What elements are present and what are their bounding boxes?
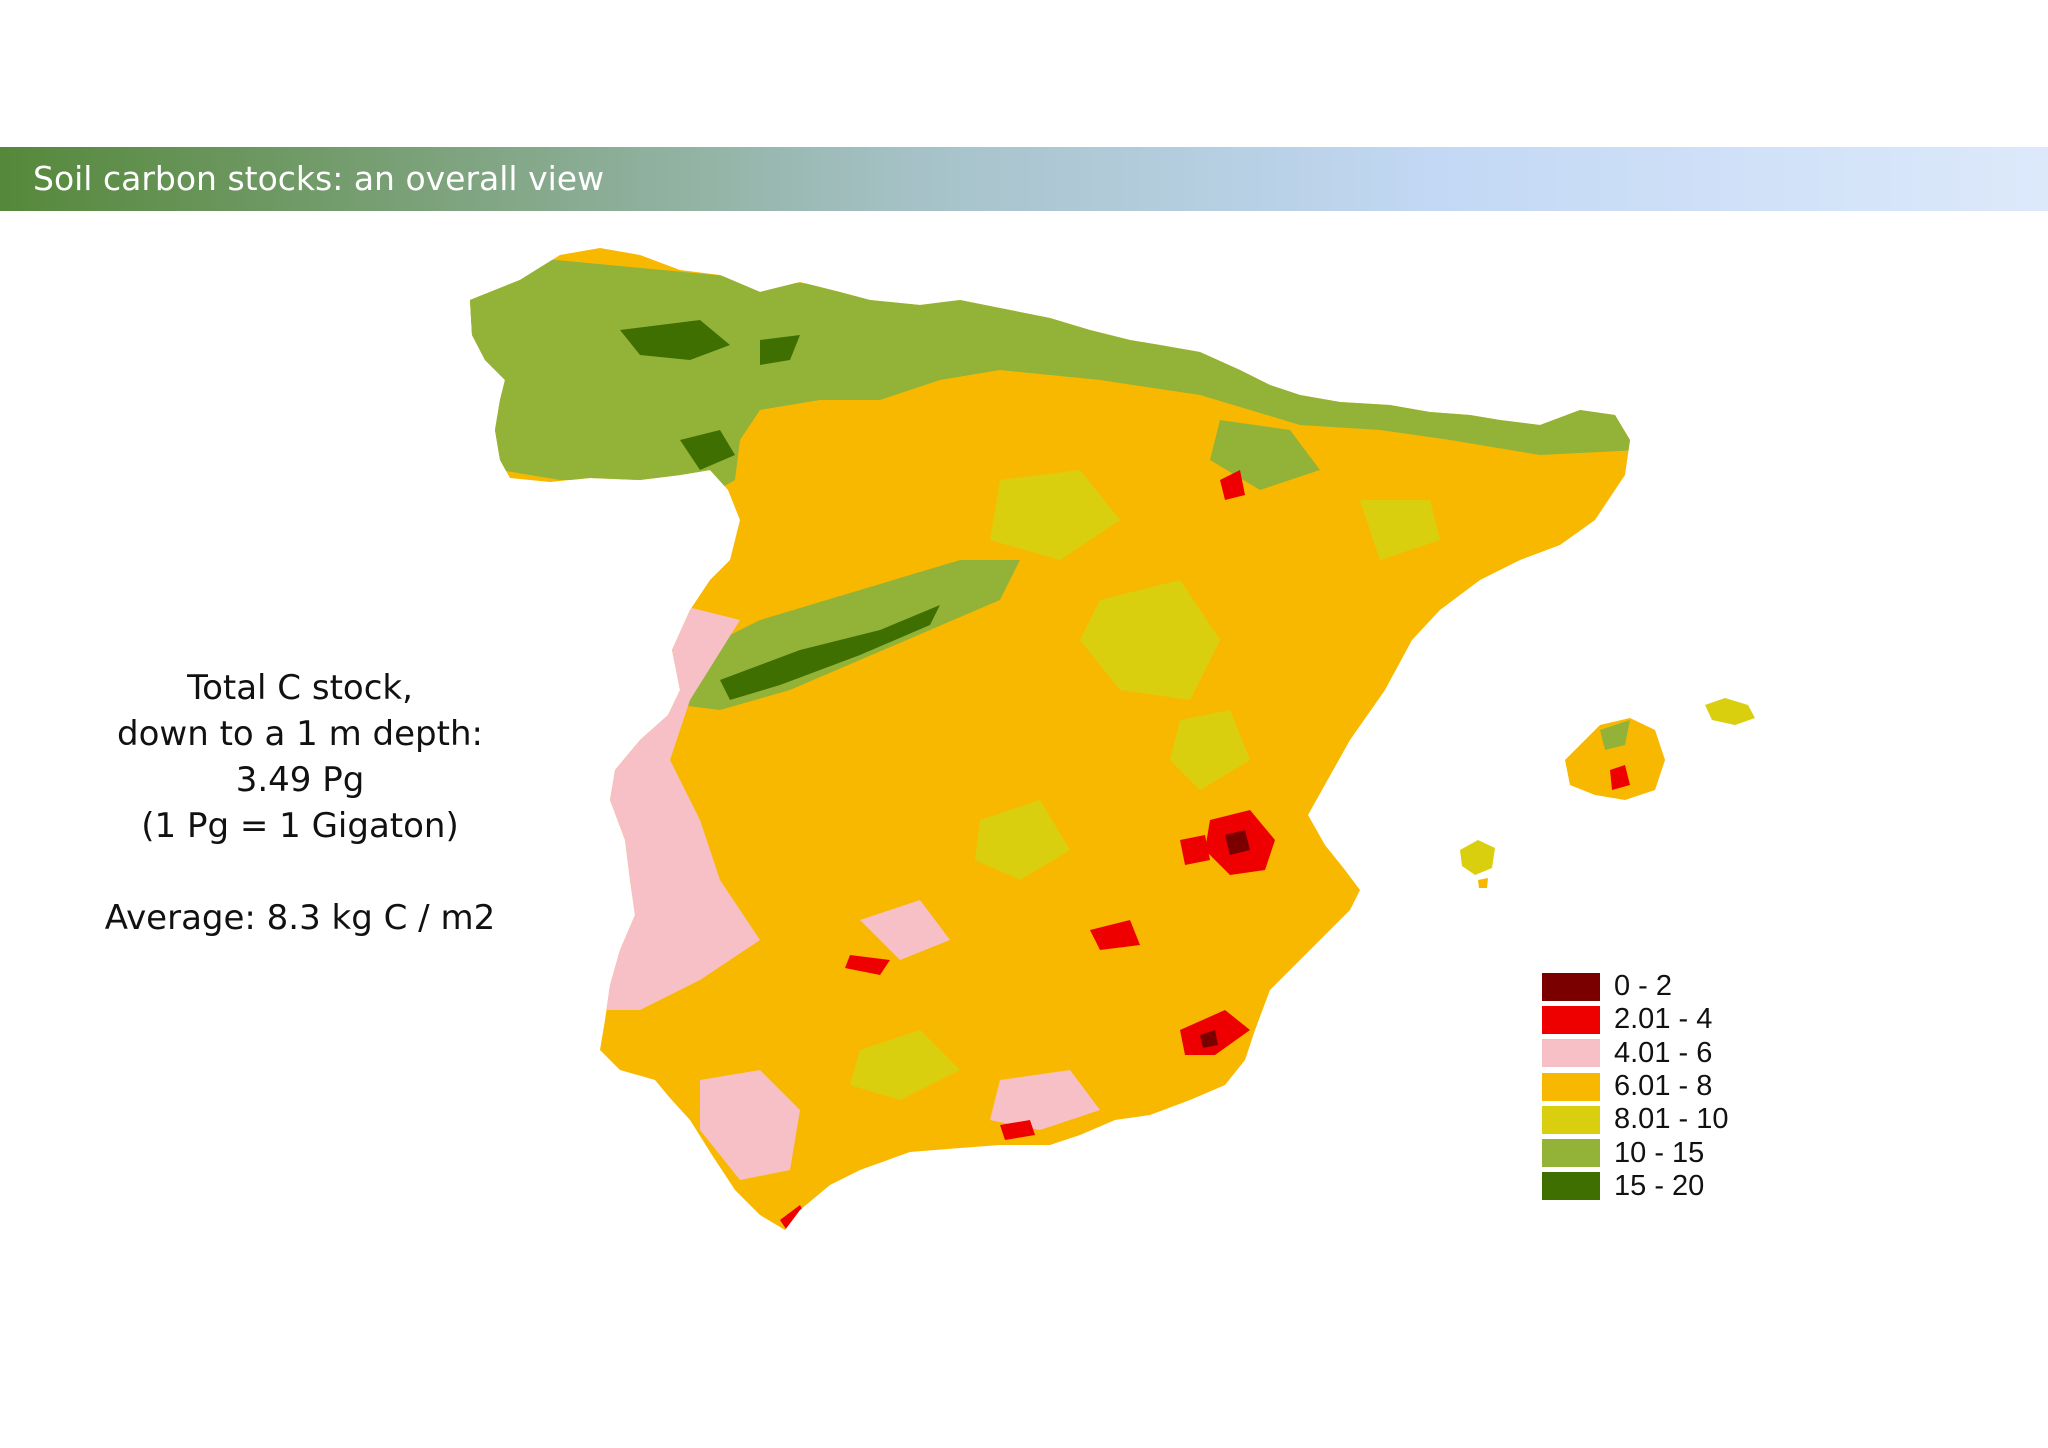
stock-summary: Total C stock, down to a 1 m depth: 3.49… <box>90 665 510 941</box>
mallorca-island <box>1565 718 1665 800</box>
legend-item: 10 - 15 <box>1542 1136 1728 1169</box>
legend-swatch <box>1542 1072 1600 1101</box>
legend-swatch <box>1542 1005 1600 1034</box>
average-value: Average: 8.3 kg C / m2 <box>104 898 496 938</box>
legend-swatch <box>1542 972 1600 1001</box>
legend-swatch <box>1542 1039 1600 1068</box>
legend-label: 10 - 15 <box>1614 1136 1705 1169</box>
legend-label: 6.01 - 8 <box>1614 1070 1713 1103</box>
legend-swatch <box>1542 1139 1600 1168</box>
legend-item: 2.01 - 4 <box>1542 1003 1728 1036</box>
legend-swatch <box>1542 1172 1600 1201</box>
legend-label: 4.01 - 6 <box>1614 1036 1713 1069</box>
menorca-island <box>1705 698 1755 725</box>
stock-value: 3.49 Pg <box>235 760 365 800</box>
legend-label: 15 - 20 <box>1614 1169 1705 1202</box>
slide-title-bar: Soil carbon stocks: an overall view <box>0 147 2048 211</box>
legend-item: 0 - 2 <box>1542 970 1728 1003</box>
legend-label: 0 - 2 <box>1614 970 1673 1003</box>
stock-unit-note: (1 Pg = 1 Gigaton) <box>141 806 459 846</box>
legend-item: 4.01 - 6 <box>1542 1037 1728 1070</box>
slide-title: Soil carbon stocks: an overall view <box>33 159 605 198</box>
stock-line-2: down to a 1 m depth: <box>117 714 483 754</box>
legend-item: 8.01 - 10 <box>1542 1103 1728 1136</box>
legend-item: 15 - 20 <box>1542 1170 1728 1203</box>
stock-line-1: Total C stock, <box>187 668 413 708</box>
legend-swatch <box>1542 1105 1600 1134</box>
ibiza-island <box>1460 840 1495 875</box>
legend-label: 2.01 - 4 <box>1614 1003 1713 1036</box>
map-legend: 0 - 2 2.01 - 4 4.01 - 6 6.01 - 8 8.01 - … <box>1542 970 1728 1203</box>
legend-label: 8.01 - 10 <box>1614 1103 1729 1136</box>
legend-item: 6.01 - 8 <box>1542 1070 1728 1103</box>
